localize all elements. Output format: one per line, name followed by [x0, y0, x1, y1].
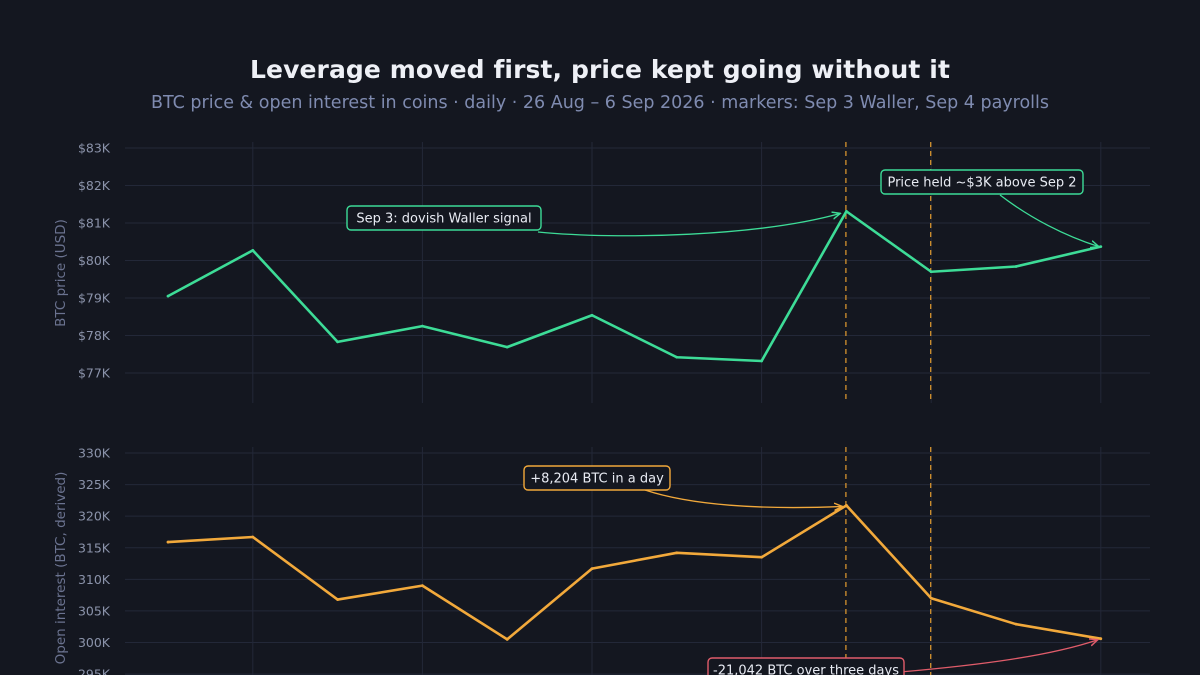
oi-y-tick-label: 325K	[78, 477, 111, 492]
oi-point	[505, 637, 509, 641]
price-point	[1014, 265, 1018, 268]
oi-y-tick-label: 310K	[78, 572, 111, 587]
oi-jump-annotation: +8,204 BTC in a day	[523, 465, 671, 491]
oi-point	[251, 535, 255, 539]
price-point	[760, 359, 763, 363]
price-y-axis-label: BTC price (USD)	[53, 219, 69, 327]
waller-annotation-arrow	[537, 213, 840, 237]
oi-point	[1014, 622, 1018, 626]
oi-y-tick-label: 315K	[78, 540, 111, 555]
oi-jump-annotation-arrow	[644, 489, 842, 508]
oi-point	[845, 504, 848, 507]
price-point	[251, 248, 255, 252]
price-point	[166, 294, 170, 298]
oi-point	[1099, 637, 1103, 641]
price-series-line	[167, 210, 1102, 363]
price-y-tick-label: $80K	[78, 253, 111, 268]
oi-drop-annotation-text: -21,042 BTC over three days	[713, 664, 899, 675]
waller-annotation: Sep 3: dovish Waller signal	[346, 205, 542, 231]
oi-y-tick-label: 330K	[78, 446, 111, 461]
oi-point	[421, 584, 424, 588]
oi-point	[929, 596, 933, 600]
chart-subtitle: BTC price & open interest in coins · dai…	[150, 93, 1050, 113]
price-y-tick-label: $81K	[78, 216, 111, 231]
oi-y-axis-label: Open interest (BTC, derived)	[53, 472, 69, 665]
oi-y-tick-label: 300K	[78, 635, 111, 650]
oi-drop-annotation-arrow	[899, 640, 1098, 673]
price-point	[590, 313, 594, 317]
oi-series-line	[167, 504, 1102, 641]
chart-title: Leverage moved first, price kept going w…	[249, 55, 950, 84]
oi-drop-annotation: -21,042 BTC over three days	[707, 657, 905, 675]
waller-annotation-text: Sep 3: dovish Waller signal	[356, 212, 531, 227]
held-annotation: Price held ~$3K above Sep 2	[880, 169, 1084, 195]
price-y-tick-label: $79K	[78, 291, 111, 306]
price-point	[675, 355, 679, 359]
price-y-tick-label: $77K	[78, 366, 111, 381]
oi-point	[590, 567, 594, 570]
oi-y-tick-label: 295K	[78, 667, 111, 675]
price-point	[336, 340, 339, 344]
price-y-tick-label: $82K	[78, 178, 111, 193]
oi-point	[166, 540, 170, 544]
price-point	[845, 209, 848, 213]
price-y-tick-label: $78K	[78, 328, 111, 343]
oi-y-tick-label: 320K	[78, 509, 111, 524]
oi-y-tick-label: 305K	[78, 603, 111, 618]
held-annotation-text: Price held ~$3K above Sep 2	[887, 176, 1076, 191]
oi-jump-annotation-text: +8,204 BTC in a day	[530, 472, 664, 487]
price-point	[929, 270, 933, 274]
oi-point	[336, 598, 339, 601]
price-y-tick-label: $83K	[78, 141, 111, 156]
oi-point	[675, 551, 679, 555]
held-annotation-arrow	[999, 194, 1099, 247]
price-point	[505, 345, 509, 349]
price-point	[1099, 245, 1103, 249]
price-point	[421, 324, 424, 328]
oi-point	[760, 555, 763, 559]
